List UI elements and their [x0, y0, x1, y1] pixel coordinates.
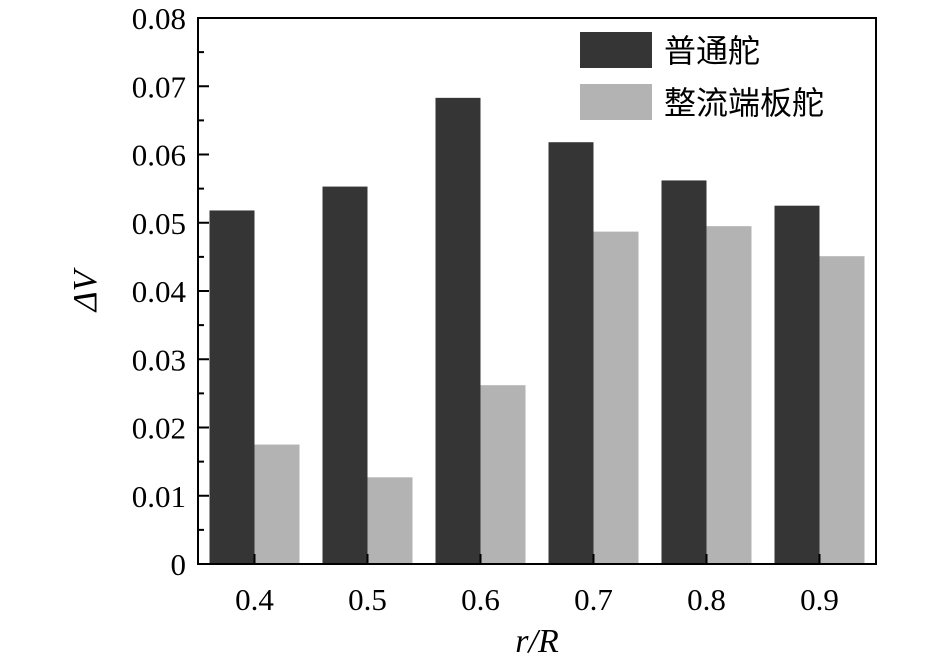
legend-swatch	[580, 32, 652, 68]
x-tick-label: 0.6	[461, 582, 500, 617]
bar-series1-0_5	[322, 186, 368, 564]
bar-series1-0_4	[209, 210, 255, 564]
y-axis-title: ΔV	[67, 266, 104, 313]
bar-series2-0_4	[254, 444, 300, 564]
y-tick-label: 0.06	[132, 138, 186, 173]
bar-series1-0_8	[661, 180, 707, 564]
bar-series1-0_6	[435, 97, 481, 564]
y-tick-label: 0.04	[132, 274, 187, 309]
x-axis-title: r/R	[515, 623, 559, 660]
x-tick-label: 0.5	[348, 582, 387, 617]
y-tick-label: 0.01	[132, 479, 186, 514]
bar-series2-0_5	[367, 477, 413, 564]
y-tick-label: 0.07	[132, 69, 186, 104]
bar-series2-0_8	[706, 226, 752, 564]
bar-series2-0_6	[480, 385, 526, 564]
bars-group	[209, 97, 865, 564]
x-tick-label: 0.4	[235, 582, 274, 617]
x-tick-label: 0.9	[800, 582, 839, 617]
legend-label: 整流端板舵	[664, 84, 824, 122]
x-tick-label: 0.8	[687, 582, 726, 617]
y-tick-label: 0.03	[132, 342, 186, 377]
legend-swatch	[580, 84, 652, 120]
x-tick-label: 0.7	[574, 582, 613, 617]
bar-series1-0_9	[774, 205, 820, 564]
x-axis: 0.4 0.5 0.6 0.7 0.8 0.9	[235, 554, 839, 617]
y-tick-label: 0.08	[132, 1, 186, 36]
legend-label: 普通舵	[664, 32, 760, 70]
bar-series1-0_7	[548, 142, 594, 564]
y-axis: 0 0.01 0.02 0.03 0.04 0.05 0.06 0.07 0.08	[132, 1, 209, 582]
bar-series2-0_7	[593, 231, 639, 564]
y-tick-label: 0.05	[132, 206, 186, 241]
y-tick-label: 0	[171, 547, 187, 582]
bar-series2-0_9	[819, 256, 865, 564]
y-tick-label: 0.02	[132, 411, 186, 446]
